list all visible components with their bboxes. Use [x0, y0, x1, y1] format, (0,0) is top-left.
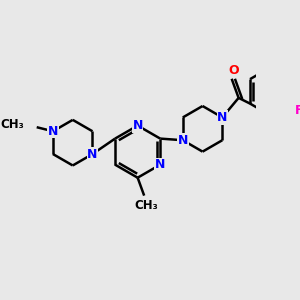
Text: N: N [178, 134, 188, 147]
Text: CH₃: CH₃ [0, 118, 24, 131]
Text: N: N [48, 125, 58, 138]
Text: N: N [217, 111, 227, 124]
Text: F: F [295, 103, 300, 117]
Text: CH₃: CH₃ [134, 199, 158, 212]
Text: N: N [87, 148, 98, 160]
Text: N: N [133, 119, 143, 132]
Text: N: N [155, 158, 165, 171]
Text: O: O [228, 64, 239, 77]
